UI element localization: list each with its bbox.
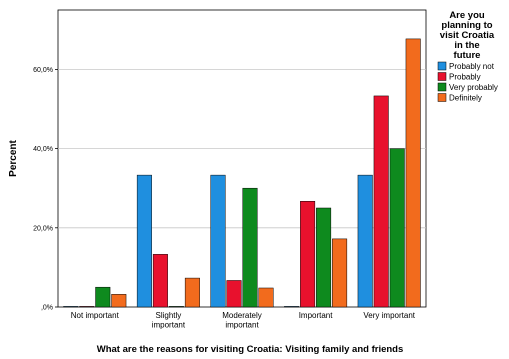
- bar-very-probably: [389, 148, 405, 308]
- bar-very-probably: [316, 207, 332, 308]
- x-category-label: Very important: [363, 311, 415, 320]
- bar-definitely: [184, 277, 200, 308]
- y-tick-label: 40,0%: [33, 146, 53, 153]
- bar-definitely: [405, 38, 421, 308]
- y-axis-label: Percent: [8, 139, 19, 176]
- x-category-label: Not important: [71, 311, 120, 320]
- bar-probably: [373, 95, 389, 308]
- bar-probably: [79, 306, 95, 308]
- legend-swatch: [437, 72, 447, 81]
- legend: Are you planning to visit Croatia in the fut…: [437, 10, 498, 103]
- bar-probably-not: [210, 174, 226, 308]
- bar-probably-not: [136, 174, 152, 308]
- bar-definitely: [258, 287, 274, 308]
- x-category-label: Important: [299, 311, 334, 320]
- legend-swatch: [437, 61, 447, 71]
- legend-swatch: [437, 93, 447, 102]
- bar-probably: [152, 254, 168, 308]
- bar-probably: [300, 201, 316, 308]
- legend-entry: Very probably: [449, 83, 498, 92]
- bar-probably-not: [284, 306, 300, 308]
- x-category-label: Slightly important: [152, 311, 186, 330]
- y-tick-label: ,0%: [41, 305, 53, 312]
- x-axis-label: What are the reasons for visiting Croati…: [97, 344, 404, 355]
- bar-very-probably: [242, 187, 258, 308]
- bar-definitely: [111, 294, 127, 308]
- y-tick-label: 20,0%: [33, 225, 53, 232]
- bar-probably: [226, 280, 242, 308]
- y-tick-label: 60,0%: [33, 67, 53, 74]
- x-axis-categories: Not important Slightly important Moderately…: [71, 311, 416, 330]
- bar-definitely: [332, 238, 348, 308]
- legend-entry: Probably: [449, 73, 481, 82]
- legend-title: Are you planning to visit Croatia in the fut…: [440, 10, 495, 61]
- legend-swatch: [437, 82, 447, 92]
- bar-probably-not: [357, 174, 373, 308]
- legend-entry: Probably not: [449, 62, 495, 71]
- x-category-label: Moderately important: [222, 311, 262, 330]
- bar-very-probably: [168, 306, 184, 308]
- bars: [63, 38, 421, 308]
- bar-probably-not: [63, 306, 79, 308]
- legend-entry: Definitely: [449, 94, 482, 103]
- bar-very-probably: [95, 286, 111, 308]
- y-axis-ticks: ,0% 20,0% 40,0% 60,0%: [33, 67, 58, 312]
